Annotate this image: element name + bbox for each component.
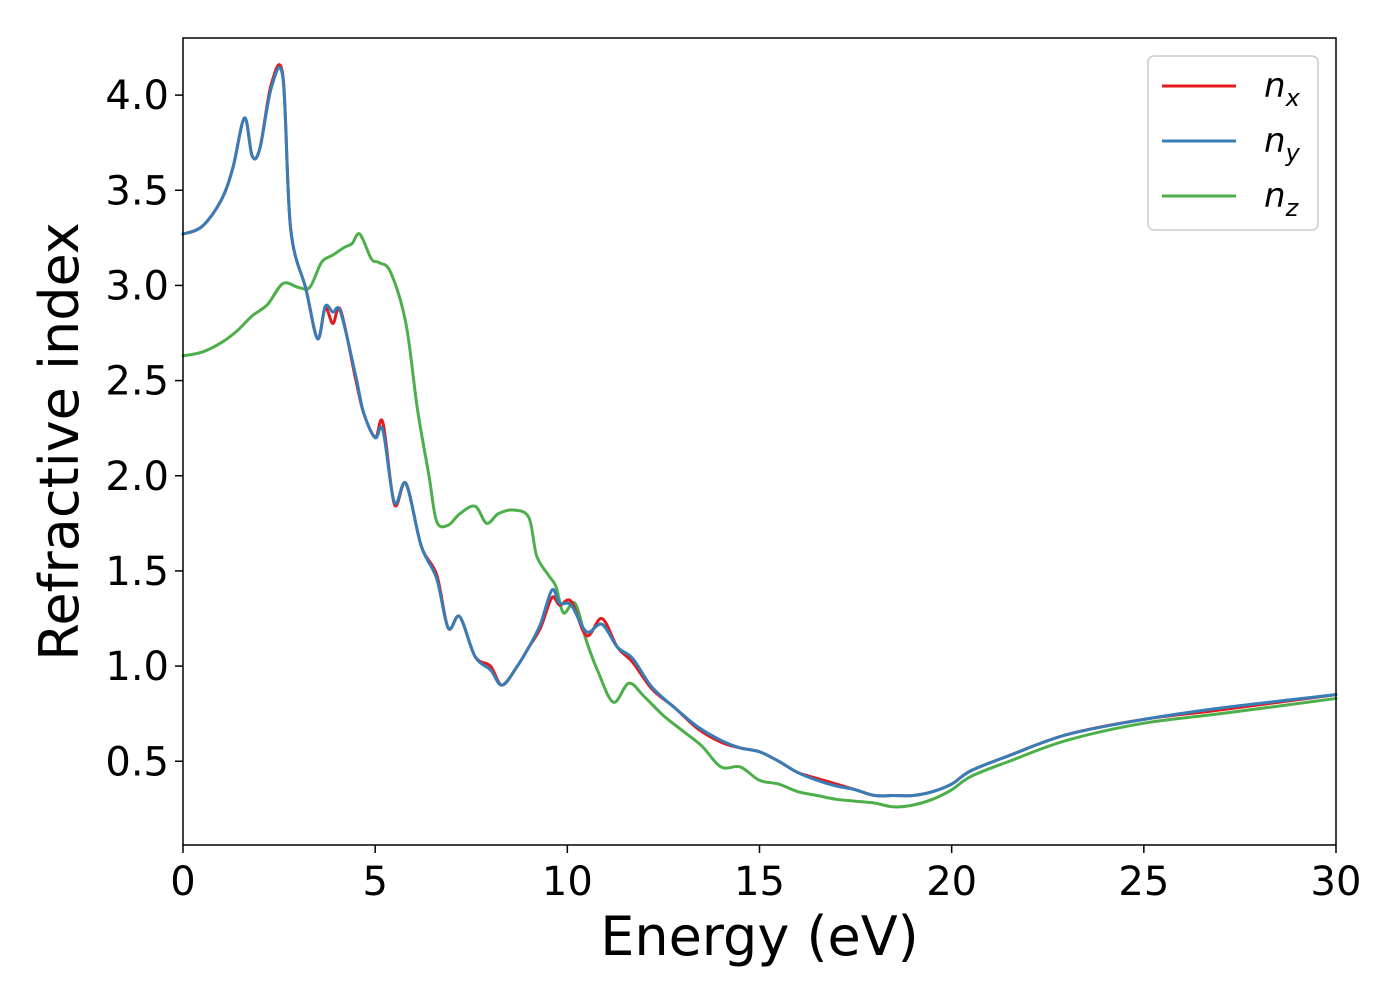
- x-tick-label: 0: [170, 859, 195, 905]
- x-tick-label: 10: [542, 859, 593, 905]
- legend-label-subscript: z: [1285, 194, 1300, 222]
- x-tick-label: 25: [1118, 859, 1169, 905]
- legend-label-y: ny: [1264, 121, 1301, 167]
- y-tick-label: 2.0: [105, 454, 169, 500]
- series-line-n-z: [181, 232, 1338, 809]
- x-tick-label: 5: [362, 859, 387, 905]
- x-tick-label: 30: [1311, 859, 1362, 905]
- y-tick-label: 3.5: [105, 168, 169, 214]
- y-tick-label: 2.5: [105, 359, 169, 405]
- legend-label-main: n: [1264, 176, 1286, 216]
- x-axis-ticks: 0 5 10 15 20 25 30: [170, 845, 1361, 905]
- legend-label-subscript: y: [1285, 139, 1301, 167]
- legend-label-main: n: [1264, 121, 1286, 161]
- y-axis-ticks: 0.5 1.0 1.5 2.0 2.5 3.0 3.5 4.0: [105, 73, 183, 785]
- y-tick-label: 1.0: [105, 644, 169, 690]
- x-tick-label: 20: [926, 859, 977, 905]
- x-axis-label: Energy (eV): [600, 905, 919, 968]
- y-tick-label: 3.0: [105, 263, 169, 309]
- series-layer: [181, 63, 1338, 809]
- series-line-n-y: [181, 66, 1338, 798]
- legend-label-main: n: [1264, 66, 1286, 106]
- y-tick-label: 4.0: [105, 73, 169, 119]
- y-tick-label: 1.5: [105, 549, 169, 595]
- y-tick-label: 0.5: [105, 739, 169, 785]
- legend-label-x: nx: [1264, 66, 1301, 112]
- y-axis-label: Refractive index: [28, 222, 91, 661]
- x-tick-label: 15: [734, 859, 785, 905]
- legend-label-subscript: x: [1285, 84, 1301, 112]
- legend-box: [1147, 55, 1319, 231]
- legend-label-z: nz: [1264, 176, 1300, 222]
